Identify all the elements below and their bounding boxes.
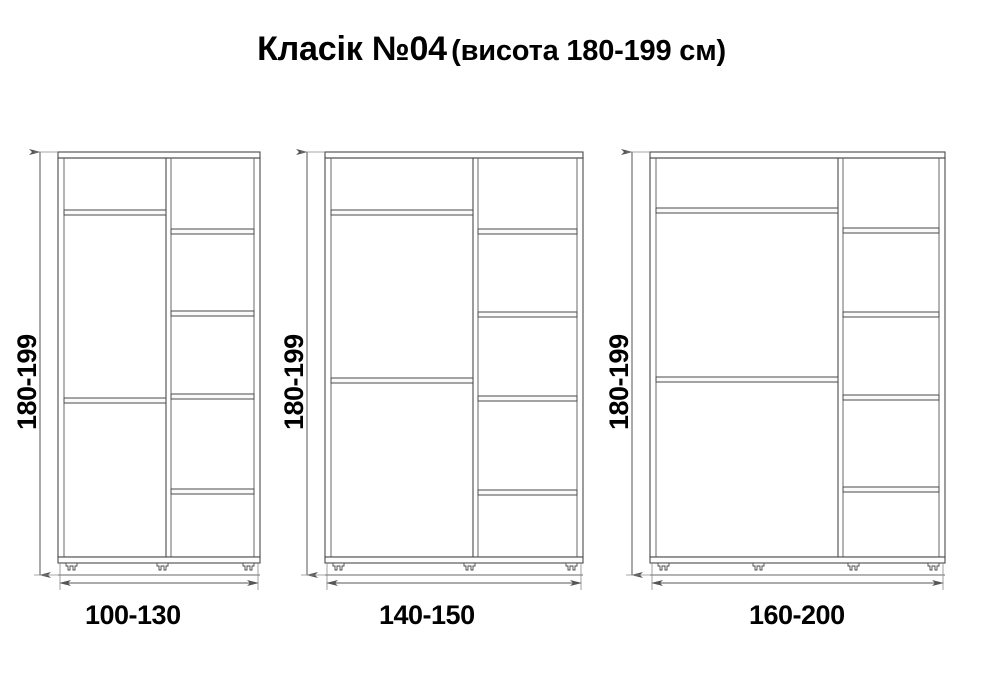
height-label-variant-2: 180-199: [279, 334, 309, 430]
shelf: [477, 489, 578, 496]
shelf: [842, 227, 940, 234]
height-dimension: [29, 149, 58, 578]
height-label-variant-1: 180-199: [12, 334, 42, 430]
wardrobe-variant-3: [621, 149, 946, 590]
width-label-variant-2: 140-150: [379, 600, 475, 630]
leg: [752, 562, 765, 571]
leg: [927, 562, 940, 571]
page-title-main: Класік №04: [257, 30, 447, 68]
shelf: [63, 209, 167, 216]
carcass-outline: [649, 157, 946, 558]
shelf: [842, 311, 940, 318]
width-label-variant-3: 160-200: [749, 600, 845, 630]
legs: [657, 562, 940, 571]
shelf: [170, 228, 255, 235]
shelf: [170, 488, 255, 495]
bottom-panel: [324, 556, 584, 564]
right-section-shelves: [170, 228, 255, 495]
top-panel: [324, 151, 584, 159]
height-dimension: [621, 149, 650, 578]
shelf: [477, 311, 578, 318]
top-panel: [57, 151, 261, 159]
leg: [332, 562, 345, 571]
top-panel: [649, 151, 946, 159]
right-section-shelves: [477, 228, 578, 496]
leg: [156, 562, 169, 571]
shelf: [330, 209, 474, 216]
width-dimension: [326, 563, 582, 590]
shelf: [63, 397, 167, 404]
shelf: [842, 394, 940, 401]
leg: [657, 562, 670, 571]
leg: [463, 562, 476, 571]
bottom-panel: [649, 556, 946, 564]
shelf: [170, 310, 255, 317]
legs: [65, 562, 255, 571]
shelf: [655, 207, 839, 214]
leg: [65, 562, 78, 571]
shelf: [477, 228, 578, 235]
wardrobe-variant-1: [29, 149, 261, 590]
carcass-outline: [57, 157, 261, 558]
width-dimension: [651, 563, 944, 590]
shelf: [330, 377, 474, 384]
shelf: [655, 376, 839, 383]
width-dimension: [59, 563, 259, 590]
bottom-panel: [57, 556, 261, 564]
page-title-subtitle: (висота 180-199 см): [451, 35, 726, 67]
right-section-shelves: [842, 227, 940, 493]
height-label-variant-3: 180-199: [604, 334, 634, 430]
leg: [565, 562, 578, 571]
wardrobe-variant-2: [296, 149, 584, 590]
height-dimension: [296, 149, 325, 578]
leg: [847, 562, 860, 571]
shelf: [842, 486, 940, 493]
left-section-shelves: [655, 207, 839, 383]
width-label-variant-1: 100-130: [85, 600, 181, 630]
leg: [242, 562, 255, 571]
left-section-shelves: [330, 209, 474, 384]
shelf: [170, 393, 255, 400]
page-title: Класік №04 (висота 180-199 см): [0, 30, 983, 69]
legs: [332, 562, 578, 571]
carcass-outline: [324, 157, 584, 558]
shelf: [477, 395, 578, 402]
left-section-shelves: [63, 209, 167, 404]
